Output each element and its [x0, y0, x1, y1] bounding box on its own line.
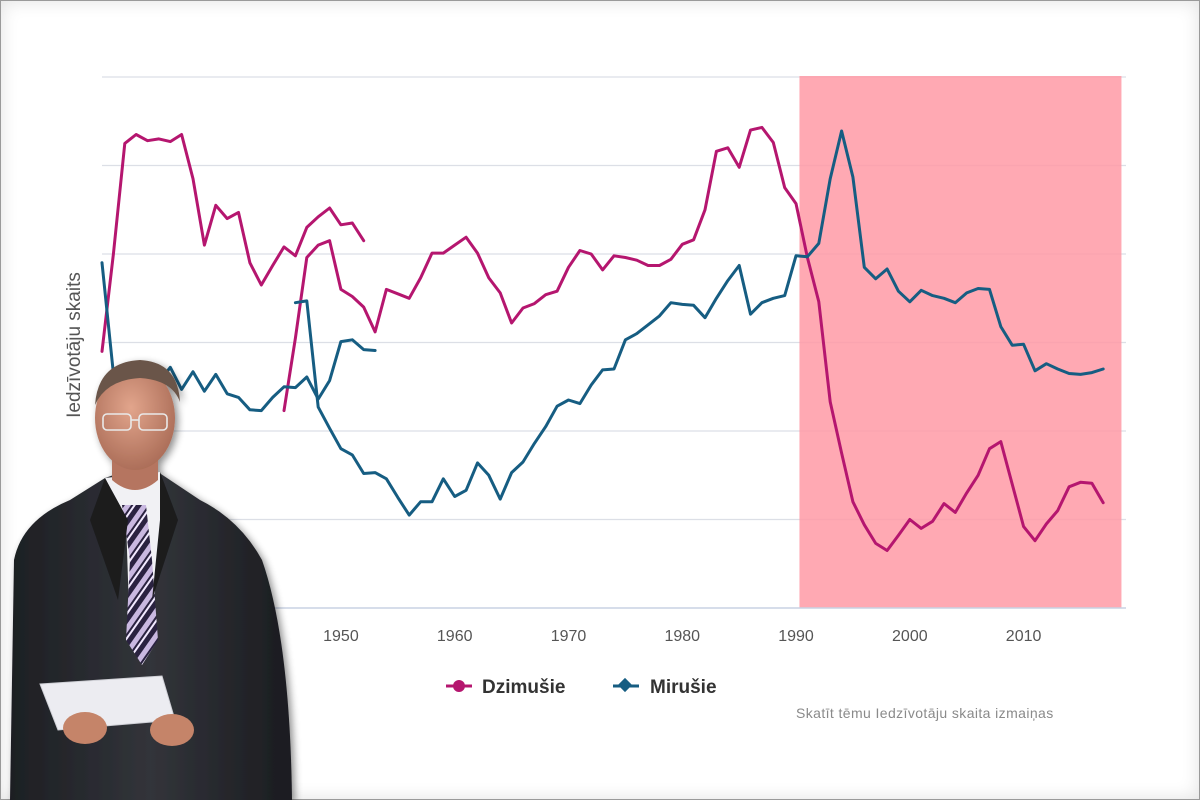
highlight-region — [799, 76, 1122, 608]
legend-item-mirusie[interactable]: Mirušie — [613, 677, 717, 698]
face — [95, 366, 175, 470]
x-tick-label: 2000 — [892, 628, 928, 645]
x-tick-label: 1950 — [323, 628, 359, 645]
y-axis-label: Iedzīvotāju skaits — [64, 272, 85, 418]
legend: Dzimušie Mirušie — [446, 677, 717, 698]
x-tick-label: 1970 — [551, 628, 587, 645]
x-tick-label: 2010 — [1006, 628, 1042, 645]
x-tick-labels: 19401950196019701980199020002010 — [209, 628, 1041, 645]
legend-label-mirusie: Mirušie — [650, 677, 717, 698]
series-line-dzimusie — [100, 133, 366, 353]
legend-marker-dzimusie — [453, 680, 465, 692]
hair — [95, 360, 180, 405]
legend-item-dzimusie[interactable]: Dzimušie — [446, 677, 565, 698]
source-link[interactable]: Skatīt tēmu Iedzīvotāju skaita izmaiņas — [796, 705, 1054, 721]
x-tick-label: 1990 — [778, 628, 814, 645]
series-line-mirusie — [293, 129, 1105, 517]
legend-label-dzimusie: Dzimušie — [482, 677, 565, 698]
x-tick-label: 1980 — [664, 628, 700, 645]
series-line-dzimusie — [282, 125, 1105, 552]
legend-marker-mirusie — [617, 677, 633, 693]
glasses-icon — [102, 413, 168, 431]
tie — [122, 505, 158, 665]
x-tick-label: 1960 — [437, 628, 473, 645]
